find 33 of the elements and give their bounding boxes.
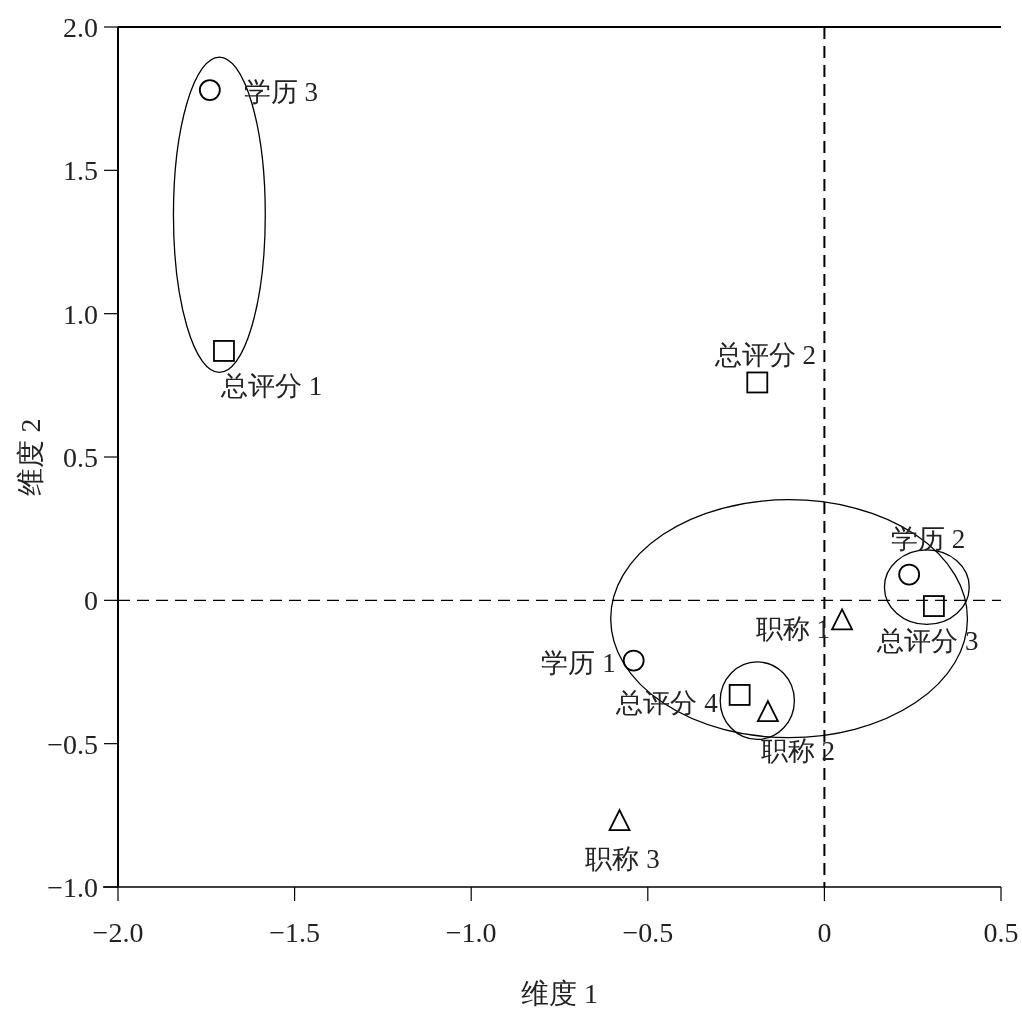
point [608,809,631,831]
y-tick-label: 0 [84,585,98,617]
y-tick-label: −1.0 [47,872,98,903]
x-axis-title: 维度 1 [521,978,598,1009]
y-tick-label: 1.5 [63,155,98,187]
point [622,649,645,672]
annotation: 总评分 1 [219,370,323,401]
annotation: 总评分 2 [713,340,816,371]
point [746,371,769,394]
annotation: 职称 1 [755,614,831,645]
annotation: 职称 2 [760,736,836,767]
point [922,595,945,617]
point [831,608,853,631]
x-tick-label: 0 [817,917,832,948]
y-tick-label: 2.0 [63,12,98,43]
x-tick-label: −1.0 [445,917,497,948]
y-tick-label: 0.5 [63,442,98,473]
point [898,563,921,586]
annotation: 总评分 4 [615,687,719,718]
annotation: 学历 1 [541,647,616,678]
x-tick-label: 0.5 [983,917,1019,948]
annotation: 总评分 3 [876,626,979,657]
x-tick-label: −2.0 [92,917,144,948]
x-tick-label: −0.5 [622,917,674,948]
point [198,79,221,101]
point [728,684,751,706]
y-tick-label: 1.0 [63,298,98,330]
annotation: 学历 2 [891,523,966,554]
point [213,340,235,362]
y-tick-label: −0.5 [47,728,98,760]
y-axis-title: 维度 2 [15,418,46,496]
annotation: 职称 3 [585,844,660,875]
x-tick-label: −1.5 [269,917,320,948]
